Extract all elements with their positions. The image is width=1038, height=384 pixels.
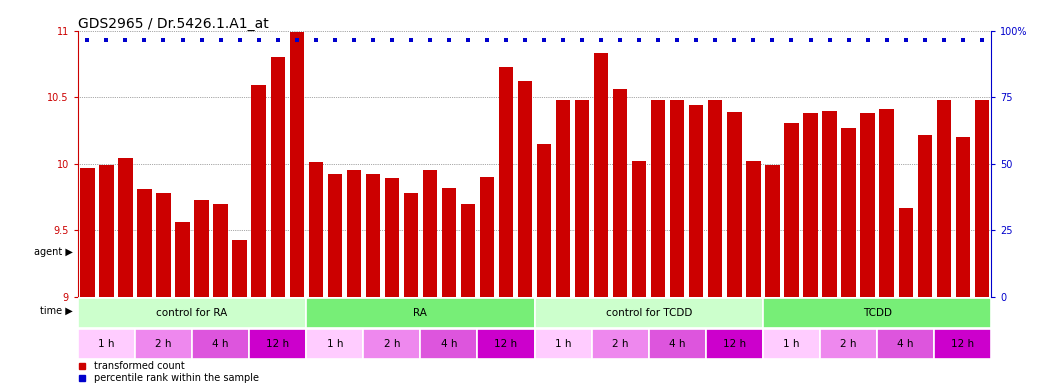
Bar	[879, 109, 894, 297]
Bar	[535, 329, 592, 359]
Bar	[477, 329, 535, 359]
Bar	[80, 168, 94, 297]
Bar	[420, 329, 477, 359]
Text: transformed count: transformed count	[94, 361, 185, 371]
Bar	[251, 85, 266, 297]
Bar	[100, 165, 113, 297]
Text: 1 h: 1 h	[784, 339, 799, 349]
Text: control for TCDD: control for TCDD	[605, 308, 692, 318]
Bar	[308, 162, 323, 297]
Bar	[842, 128, 855, 297]
Bar	[175, 222, 190, 297]
Text: 12 h: 12 h	[266, 339, 290, 349]
Bar	[118, 159, 133, 297]
Bar	[765, 165, 780, 297]
Bar	[192, 329, 249, 359]
Bar	[651, 100, 665, 297]
Bar	[306, 329, 363, 359]
Bar	[135, 329, 192, 359]
Bar	[649, 329, 706, 359]
Text: 4 h: 4 h	[441, 339, 457, 349]
Text: 1 h: 1 h	[555, 339, 571, 349]
Text: percentile rank within the sample: percentile rank within the sample	[94, 373, 260, 383]
Text: 2 h: 2 h	[156, 339, 171, 349]
Bar	[613, 89, 627, 297]
Bar	[861, 113, 875, 297]
Text: 2 h: 2 h	[841, 339, 856, 349]
Bar	[877, 329, 934, 359]
Bar	[480, 177, 494, 297]
Bar	[822, 111, 837, 297]
Text: 2 h: 2 h	[384, 339, 400, 349]
Bar	[632, 161, 647, 297]
Bar	[803, 113, 818, 297]
Bar	[763, 329, 820, 359]
Bar	[535, 298, 763, 328]
Bar	[404, 193, 418, 297]
Bar	[442, 188, 456, 297]
Bar	[728, 112, 741, 297]
Bar	[956, 137, 969, 297]
Bar	[537, 144, 551, 297]
Bar	[671, 100, 684, 297]
Bar	[706, 329, 763, 359]
Text: TCDD: TCDD	[863, 308, 892, 318]
Bar	[422, 170, 437, 297]
Text: 1 h: 1 h	[327, 339, 343, 349]
Text: 4 h: 4 h	[898, 339, 913, 349]
Text: 4 h: 4 h	[670, 339, 685, 349]
Text: agent ▶: agent ▶	[34, 247, 73, 257]
Bar	[271, 57, 284, 297]
Bar	[975, 100, 989, 297]
Bar	[918, 134, 932, 297]
Bar	[328, 174, 342, 297]
Bar	[363, 329, 420, 359]
Text: 4 h: 4 h	[213, 339, 228, 349]
Bar	[157, 193, 170, 297]
Bar	[385, 179, 399, 297]
Bar	[78, 298, 306, 328]
Bar	[556, 100, 570, 297]
Text: time ▶: time ▶	[39, 306, 73, 316]
Bar	[249, 329, 306, 359]
Bar	[899, 208, 912, 297]
Bar	[194, 200, 209, 297]
Bar	[78, 329, 135, 359]
Bar	[347, 170, 361, 297]
Text: GDS2965 / Dr.5426.1.A1_at: GDS2965 / Dr.5426.1.A1_at	[78, 17, 269, 31]
Bar	[785, 122, 798, 297]
Text: RA: RA	[413, 308, 428, 318]
Bar	[233, 240, 247, 297]
Bar	[461, 204, 475, 297]
Bar	[763, 298, 991, 328]
Text: 1 h: 1 h	[99, 339, 114, 349]
Bar	[746, 161, 761, 297]
Bar	[214, 204, 227, 297]
Bar	[365, 174, 380, 297]
Text: 12 h: 12 h	[722, 339, 746, 349]
Bar	[936, 100, 951, 297]
Bar	[137, 189, 152, 297]
Bar	[575, 100, 590, 297]
Text: 12 h: 12 h	[951, 339, 975, 349]
Bar	[820, 329, 877, 359]
Bar	[689, 105, 704, 297]
Text: 2 h: 2 h	[612, 339, 628, 349]
Bar	[518, 81, 532, 297]
Bar	[592, 329, 649, 359]
Text: control for RA: control for RA	[157, 308, 227, 318]
Bar	[306, 298, 535, 328]
Bar	[708, 100, 722, 297]
Text: 12 h: 12 h	[494, 339, 518, 349]
Bar	[290, 32, 304, 297]
Bar	[594, 53, 608, 297]
Bar	[934, 329, 991, 359]
Bar	[499, 67, 513, 297]
